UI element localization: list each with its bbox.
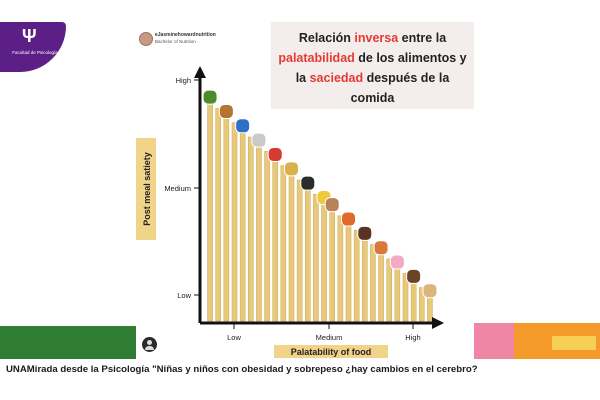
x-axis-arrow-icon bbox=[432, 317, 444, 329]
bar bbox=[427, 294, 433, 322]
title-text-part: Relación bbox=[298, 31, 355, 45]
title-text-part: entre la bbox=[398, 31, 447, 45]
bar bbox=[264, 151, 270, 322]
bar bbox=[305, 186, 311, 322]
y-tick-label: High bbox=[176, 76, 191, 85]
bar bbox=[353, 229, 360, 322]
bar bbox=[215, 108, 221, 322]
bar bbox=[378, 251, 384, 322]
bar bbox=[248, 136, 254, 322]
cracker-icon bbox=[324, 197, 340, 213]
brownie-icon bbox=[357, 225, 373, 241]
satiety-chart: High Medium Low Low Medium High Post meal sa… bbox=[136, 66, 444, 358]
title-highlight-word: saciedad bbox=[309, 71, 364, 85]
broccoli-icon bbox=[202, 89, 218, 105]
x-tick-label: Medium bbox=[316, 333, 343, 342]
author-subtitle: Bachelor of Nutrition bbox=[155, 39, 196, 44]
y-axis-label: Post meal satiety bbox=[142, 152, 152, 226]
color-band-left bbox=[0, 326, 136, 359]
x-tick-group: Low Medium High bbox=[227, 323, 421, 342]
potato-icon bbox=[284, 161, 299, 177]
bar bbox=[402, 272, 409, 322]
faculty-logo: Ψ Facultad de Psicología bbox=[0, 22, 66, 72]
cereal-box-icon bbox=[235, 118, 251, 134]
title-text-part: de los alimentos y la bbox=[295, 51, 467, 85]
title-text-part: después de la comida bbox=[350, 71, 450, 105]
bar bbox=[394, 265, 401, 322]
x-tick-label: Low bbox=[227, 333, 241, 342]
bar bbox=[419, 287, 425, 322]
bar bbox=[280, 165, 287, 322]
pasta-dish-icon bbox=[341, 211, 356, 227]
bar bbox=[239, 129, 246, 322]
ylabel-background bbox=[136, 138, 156, 240]
bar bbox=[362, 237, 368, 322]
author-avatar bbox=[139, 32, 153, 46]
bar bbox=[231, 122, 238, 322]
bar bbox=[337, 215, 344, 322]
infographic-title: Relación inversa entre la palatabilidad … bbox=[276, 28, 469, 108]
channel-avatar-button[interactable] bbox=[142, 337, 157, 352]
cookies-icon bbox=[422, 283, 438, 299]
bar bbox=[207, 100, 213, 322]
author-handle: eJasminehowardnutrition bbox=[155, 32, 216, 38]
pizza-icon bbox=[373, 240, 389, 256]
bar-group bbox=[207, 100, 433, 322]
chocolate-icon bbox=[406, 268, 422, 284]
bar bbox=[329, 208, 335, 322]
donut-icon bbox=[389, 254, 405, 270]
x-tick-label: High bbox=[405, 333, 420, 342]
y-tick-label: Low bbox=[177, 291, 191, 300]
psi-logo-icon: Ψ bbox=[22, 26, 37, 46]
yogurt-icon bbox=[300, 175, 316, 191]
xlabel-background bbox=[274, 345, 388, 358]
can-icon bbox=[251, 132, 267, 148]
food-icon-group bbox=[202, 89, 438, 299]
y-tick-group: High Medium Low bbox=[164, 76, 200, 300]
bar bbox=[345, 222, 352, 322]
bar bbox=[256, 143, 262, 322]
x-axis-label: Palatability of food bbox=[291, 347, 372, 357]
logo-text: Facultad de Psicología bbox=[12, 50, 58, 55]
color-band-yellow bbox=[552, 336, 596, 350]
title-highlight-word: inversa bbox=[354, 31, 399, 45]
title-box bbox=[271, 22, 474, 109]
bar bbox=[288, 172, 295, 322]
video-caption: UNAMirada desde la Psicología "Niñas y n… bbox=[6, 364, 478, 375]
y-axis-arrow-icon bbox=[194, 66, 206, 78]
bar bbox=[313, 194, 319, 322]
bar bbox=[321, 201, 327, 322]
bar bbox=[386, 258, 392, 322]
bar bbox=[296, 179, 303, 322]
y-tick-label: Medium bbox=[164, 184, 191, 193]
bar bbox=[410, 280, 417, 322]
title-highlight-word: palatabilidad bbox=[278, 51, 355, 65]
bar bbox=[223, 115, 230, 322]
color-band-pink bbox=[474, 323, 514, 359]
bar bbox=[370, 244, 376, 322]
nuts-icon bbox=[218, 103, 234, 119]
apples-icon bbox=[267, 146, 283, 162]
bar bbox=[272, 158, 278, 322]
